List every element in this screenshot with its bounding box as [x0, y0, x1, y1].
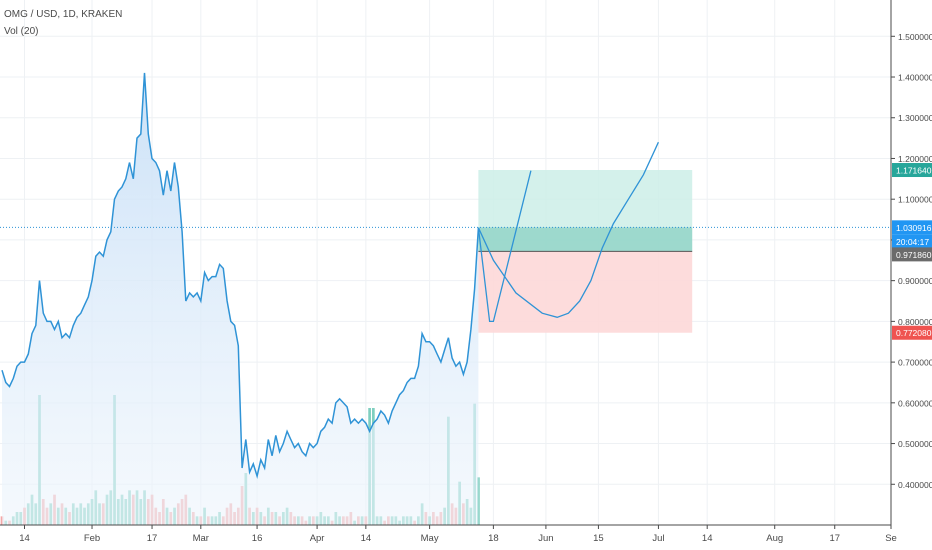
projection-paths[interactable]: [477, 141, 659, 323]
bar-countdown-badge-bg: [892, 234, 932, 249]
target-price-badge-bg: [892, 163, 932, 178]
time-axis-label: Jul: [652, 533, 664, 544]
time-axis-label: 15: [593, 533, 604, 544]
price-axis-label: 0.900000: [898, 276, 932, 286]
time-axis-label: Mar: [193, 533, 209, 544]
last-price-badge: 1.030916: [896, 223, 932, 233]
price-axis-label: 1.400000: [898, 73, 932, 83]
time-axis-label: Se: [885, 533, 897, 544]
target-price-badge: 1.171640: [896, 166, 932, 176]
price-axis-label: 0.500000: [898, 439, 932, 449]
price-axis-label: 0.800000: [898, 317, 932, 327]
time-axis-label: 17: [147, 533, 158, 544]
time-axis-label: 17: [829, 533, 840, 544]
projection-path: [477, 141, 659, 318]
chart-legend: OMG / USD, 1D, KRAKEN Vol (20): [4, 6, 122, 40]
open-pnl-zone: [478, 227, 693, 252]
stop-price-badge: 0.772080: [896, 328, 932, 338]
bar-countdown-badge: 20:04:17: [896, 237, 929, 247]
entry-price-badge: 0.971860: [896, 250, 932, 260]
time-axis-label: 14: [702, 533, 713, 544]
volume-indicator-label[interactable]: Vol (20): [4, 26, 39, 37]
volume-bar: [0, 516, 4, 525]
time-axis-label: Jun: [538, 533, 553, 544]
price-axis-label: 1.100000: [898, 195, 932, 205]
price-axis-label: 0.700000: [898, 358, 932, 368]
last-price-badge-bg: [892, 220, 932, 235]
price-axis[interactable]: 1.500000 1.400000 1.300000 1.200000 1.100000…: [890, 0, 932, 525]
price-axis-label: 0.600000: [898, 398, 932, 408]
entry-price-badge-bg: [892, 247, 932, 262]
time-axis-label: Apr: [310, 533, 325, 544]
price-axis-label: 1.300000: [898, 113, 932, 123]
time-axis[interactable]: 14 Feb 17 Mar 16 Apr 14 May 18 Jun 15 Jul 14 Aug 17 Se: [0, 524, 897, 544]
time-axis-label: 16: [252, 533, 263, 544]
price-series-line: [1, 72, 480, 479]
price-axis-label: 1.200000: [898, 154, 932, 164]
price-axis-label: 0.400000: [898, 480, 932, 490]
time-axis-label: 14: [19, 533, 30, 544]
time-axis-label: Aug: [766, 533, 783, 544]
price-axis-badges: 1.171640 1.030916 20:04:17 0.971860 0.772080: [892, 163, 932, 340]
time-axis-label: 14: [361, 533, 372, 544]
long-position-tool[interactable]: [478, 170, 693, 333]
time-axis-label: May: [421, 533, 439, 544]
time-axis-label: 18: [488, 533, 499, 544]
projection-path: [477, 170, 532, 323]
stop-price-badge-bg: [892, 325, 932, 340]
price-area-fill: [2, 72, 479, 526]
price-axis-label: 1.500000: [898, 32, 932, 42]
symbol-title[interactable]: OMG / USD, 1D, KRAKEN: [4, 9, 123, 20]
time-axis-label: Feb: [84, 533, 100, 544]
